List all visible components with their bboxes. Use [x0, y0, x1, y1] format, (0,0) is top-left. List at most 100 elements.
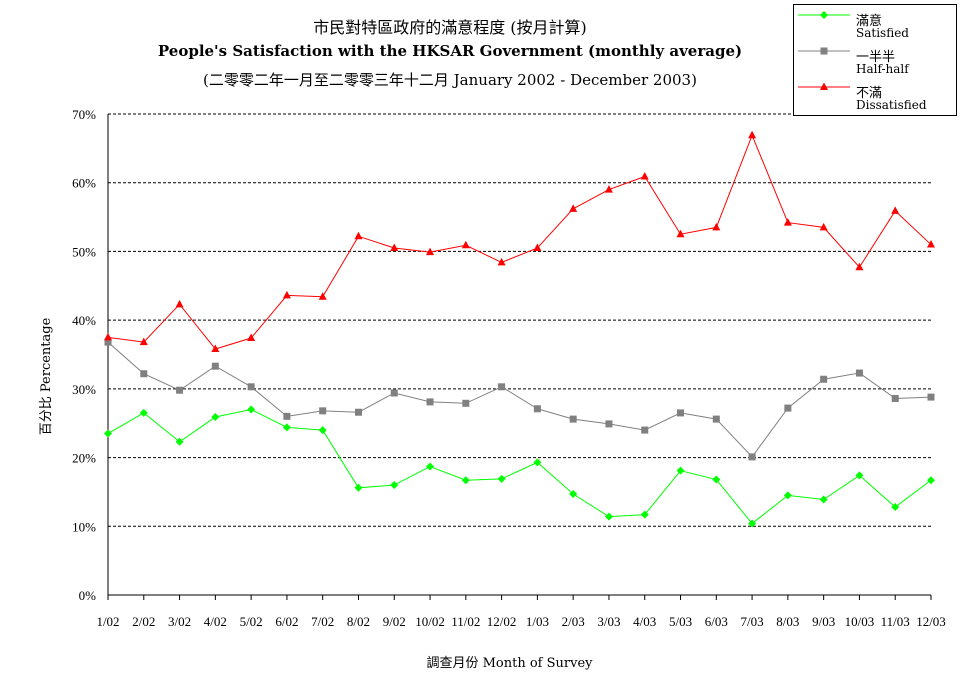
- data-point: [354, 231, 363, 240]
- legend-label-en: Half-half: [856, 62, 909, 76]
- data-point: [819, 222, 828, 231]
- y-tick-label: 60%: [72, 176, 96, 191]
- x-tick-label: 8/03: [776, 614, 799, 629]
- x-tick-label: 10/03: [845, 614, 875, 629]
- data-point: [354, 408, 362, 416]
- data-point: [461, 476, 470, 485]
- x-tick-label: 8/02: [347, 614, 370, 629]
- data-point: [104, 332, 112, 341]
- data-point: [139, 408, 148, 417]
- chart-title-zh: 市民對特區政府的滿意程度 (按月計算): [313, 18, 587, 37]
- data-point: [604, 512, 613, 521]
- y-axis-title: 百分比 Percentage: [39, 317, 54, 435]
- x-tick-label: 1/03: [526, 614, 549, 629]
- data-point: [247, 405, 256, 414]
- data-point: [855, 369, 863, 377]
- data-point: [927, 476, 935, 485]
- y-tick-label: 0%: [79, 588, 97, 603]
- data-point: [676, 229, 685, 238]
- series-0: [104, 405, 935, 528]
- data-point: [426, 398, 434, 406]
- legend-marker: [820, 11, 828, 19]
- data-point: [927, 393, 935, 401]
- series-line: [107, 408, 932, 525]
- legend-label-zh: 一半半: [856, 50, 896, 65]
- data-point: [497, 474, 506, 483]
- data-point: [533, 458, 542, 467]
- data-point: [676, 466, 685, 475]
- data-point: [282, 423, 291, 432]
- data-point: [497, 257, 506, 266]
- x-tick-label: 5/03: [669, 614, 692, 629]
- x-tick-label: 7/03: [741, 614, 764, 629]
- data-point: [390, 481, 399, 490]
- data-point: [426, 462, 435, 471]
- data-point: [641, 426, 649, 434]
- data-point: [426, 247, 435, 256]
- data-point: [175, 437, 184, 446]
- data-point: [927, 240, 935, 248]
- data-point: [569, 489, 578, 498]
- x-tick-label: 4/02: [204, 614, 227, 629]
- data-point: [104, 429, 112, 438]
- legend-label-en: Dissatisfied: [856, 98, 927, 112]
- data-point: [677, 409, 685, 417]
- data-point: [211, 362, 219, 370]
- data-point: [247, 383, 255, 391]
- data-point: [283, 412, 291, 420]
- data-point: [783, 491, 792, 500]
- data-point: [820, 375, 828, 383]
- x-tick-label: 11/03: [881, 614, 910, 629]
- x-axis-title: 調查月份 Month of Survey: [426, 656, 593, 671]
- data-point: [461, 240, 470, 249]
- x-tick-label: 11/02: [451, 614, 480, 629]
- y-tick-label: 40%: [72, 313, 96, 328]
- x-tick-label: 1/02: [96, 614, 119, 629]
- legend-label-zh: 不滿: [856, 86, 883, 101]
- x-tick-label: 6/02: [275, 614, 298, 629]
- y-tick-label: 10%: [72, 519, 96, 534]
- series-2: [104, 130, 935, 353]
- y-tick-label: 70%: [72, 107, 96, 122]
- x-tick-label: 9/03: [812, 614, 835, 629]
- data-point: [318, 292, 327, 300]
- x-tick-label: 2/03: [562, 614, 585, 629]
- data-point: [569, 415, 577, 423]
- chart-title-en: People's Satisfaction with the HKSAR Gov…: [157, 42, 743, 60]
- data-point: [748, 519, 757, 528]
- x-tick-label: 12/02: [487, 614, 517, 629]
- data-point: [104, 338, 112, 346]
- data-point: [819, 495, 828, 504]
- x-tick-label: 6/03: [705, 614, 728, 629]
- data-point: [498, 383, 506, 391]
- data-point: [605, 420, 613, 428]
- legend-item-dissatisfied: 不滿 Dissatisfied: [794, 79, 956, 115]
- data-point: [175, 299, 184, 308]
- data-point: [390, 243, 399, 251]
- data-point: [748, 453, 756, 461]
- x-tick-label: 5/02: [240, 614, 263, 629]
- data-point: [640, 172, 649, 180]
- legend: 滿意 Satisfied 一半半 Half-half 不滿 Dissatisfi…: [793, 4, 957, 116]
- data-point: [640, 510, 649, 519]
- data-point: [318, 426, 327, 435]
- data-point: [748, 130, 757, 139]
- x-tick-label: 9/02: [383, 614, 406, 629]
- data-point: [319, 407, 327, 415]
- x-tick-label: 2/02: [132, 614, 155, 629]
- legend-marker: [820, 82, 828, 90]
- data-point: [712, 415, 720, 423]
- data-point: [462, 399, 470, 407]
- data-point: [783, 218, 792, 226]
- y-tick-label: 20%: [72, 451, 96, 466]
- data-point: [282, 290, 291, 299]
- data-point: [211, 344, 220, 353]
- series-1: [104, 338, 935, 461]
- series-line: [107, 341, 932, 458]
- y-tick-label: 30%: [72, 382, 96, 397]
- x-tick-label: 3/02: [168, 614, 191, 629]
- data-point: [712, 222, 721, 231]
- legend-label-en: Satisfied: [856, 26, 909, 40]
- legend-marker: [820, 47, 828, 55]
